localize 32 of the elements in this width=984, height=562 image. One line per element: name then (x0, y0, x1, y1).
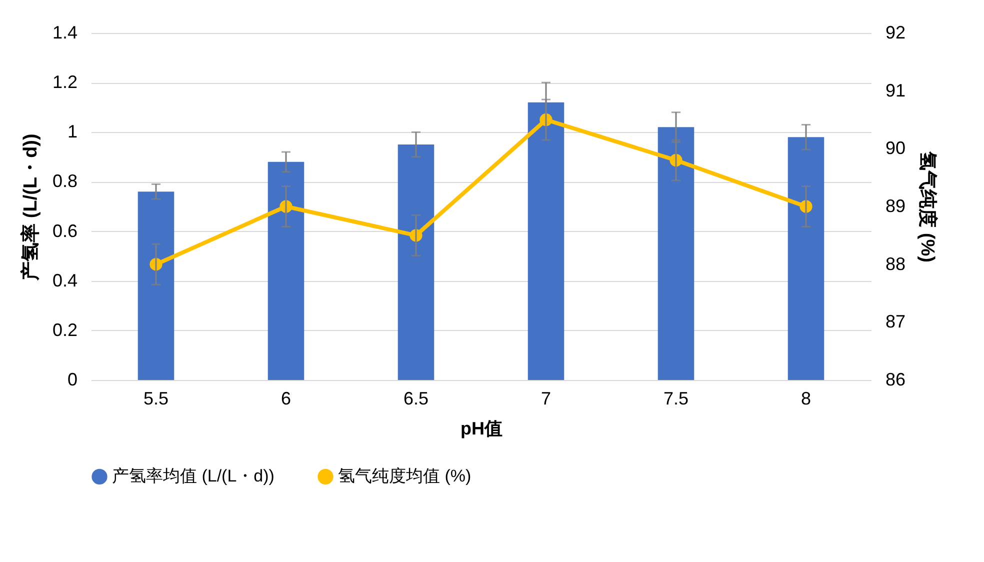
y-tick-label: 1.2 (52, 72, 78, 92)
legend-label: 产氢率均值 (L/(L・d)) (112, 466, 274, 486)
bar (268, 162, 304, 380)
y2-tick-label: 92 (886, 22, 906, 42)
y-tick-label: 0.8 (52, 171, 78, 192)
bar (658, 127, 694, 380)
y2-axis-title: 氢气纯度 (%) (916, 150, 939, 262)
x-tick-label: 7 (540, 388, 552, 408)
y-tick-label: 1.4 (52, 22, 78, 42)
x-tick-label: 5.5 (143, 388, 169, 408)
x-tick-label: 8 (800, 388, 812, 408)
y-axis-title: 产氢率 (L/(L・d)) (19, 134, 42, 282)
legend-label: 氢气纯度均值 (%) (338, 466, 472, 486)
y2-tick-label: 88 (886, 254, 906, 274)
y2-tick-label: 89 (886, 196, 906, 216)
y-tick-label: 0.2 (52, 320, 78, 340)
y2-tick-label: 90 (886, 138, 906, 158)
y-tick-label: 0 (67, 370, 78, 390)
y-tick-label: 0.6 (52, 220, 78, 241)
bar (398, 144, 434, 380)
x-tick-label: 7.5 (663, 388, 689, 408)
x-axis-title: pH值 (460, 418, 502, 438)
y2-tick-label: 91 (886, 80, 906, 100)
y2-tick-label: 87 (886, 312, 906, 332)
y-tick-label: 0.4 (52, 270, 78, 290)
y2-tick-label: 86 (886, 370, 906, 390)
x-tick-label: 6.5 (403, 388, 429, 408)
x-tick-label: 6 (280, 388, 292, 408)
bar (138, 192, 174, 380)
y-tick-label: 1 (67, 122, 78, 142)
bar (788, 137, 824, 380)
bar (528, 102, 564, 380)
